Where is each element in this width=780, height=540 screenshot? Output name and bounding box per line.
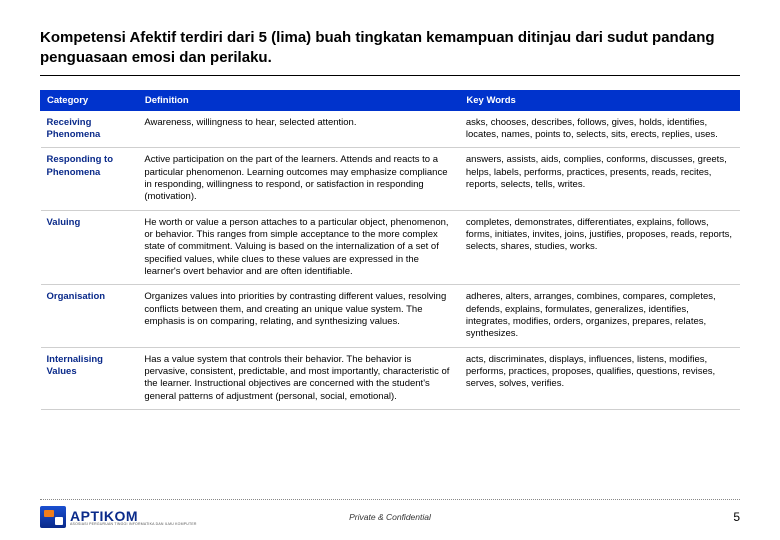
cell-definition: Organizes values into priorities by cont… — [138, 285, 460, 347]
cell-definition: Active participation on the part of the … — [138, 148, 460, 210]
affective-table: Category Definition Key Words Receiving … — [40, 90, 740, 411]
table-row: Responding to Phenomena Active participa… — [41, 148, 740, 210]
cell-category: Responding to Phenomena — [41, 148, 139, 210]
cell-category: Valuing — [41, 210, 139, 285]
cell-category: Internalising Values — [41, 347, 139, 409]
confidential-label: Private & Confidential — [349, 512, 431, 522]
cell-keywords: answers, assists, aids, complies, confor… — [460, 148, 740, 210]
col-definition: Definition — [138, 90, 460, 110]
logo-subtitle: ASOSIASI PERGURUAN TINGGI INFORMATIKA DA… — [70, 522, 197, 526]
cell-category: Organisation — [41, 285, 139, 347]
cell-keywords: adheres, alters, arranges, combines, com… — [460, 285, 740, 347]
cell-category: Receiving Phenomena — [41, 110, 139, 148]
table-row: Organisation Organizes values into prior… — [41, 285, 740, 347]
logo-mark-icon — [40, 506, 66, 528]
title-underline — [40, 75, 740, 76]
page-number: 5 — [733, 510, 740, 524]
table-header-row: Category Definition Key Words — [41, 90, 740, 110]
cell-definition: Has a value system that controls their b… — [138, 347, 460, 409]
cell-definition: He worth or value a person attaches to a… — [138, 210, 460, 285]
cell-definition: Awareness, willingness to hear, selected… — [138, 110, 460, 148]
slide-title: Kompetensi Afektif terdiri dari 5 (lima)… — [40, 28, 740, 69]
table-row: Valuing He worth or value a person attac… — [41, 210, 740, 285]
cell-keywords: acts, discriminates, displays, influence… — [460, 347, 740, 409]
slide-footer: APTIKOM ASOSIASI PERGURUAN TINGGI INFORM… — [40, 499, 740, 528]
table-row: Receiving Phenomena Awareness, willingne… — [41, 110, 740, 148]
cell-keywords: completes, demonstrates, differentiates,… — [460, 210, 740, 285]
col-keywords: Key Words — [460, 90, 740, 110]
aptikom-logo: APTIKOM ASOSIASI PERGURUAN TINGGI INFORM… — [40, 506, 197, 528]
cell-keywords: asks, chooses, describes, follows, gives… — [460, 110, 740, 148]
table-row: Internalising Values Has a value system … — [41, 347, 740, 409]
col-category: Category — [41, 90, 139, 110]
